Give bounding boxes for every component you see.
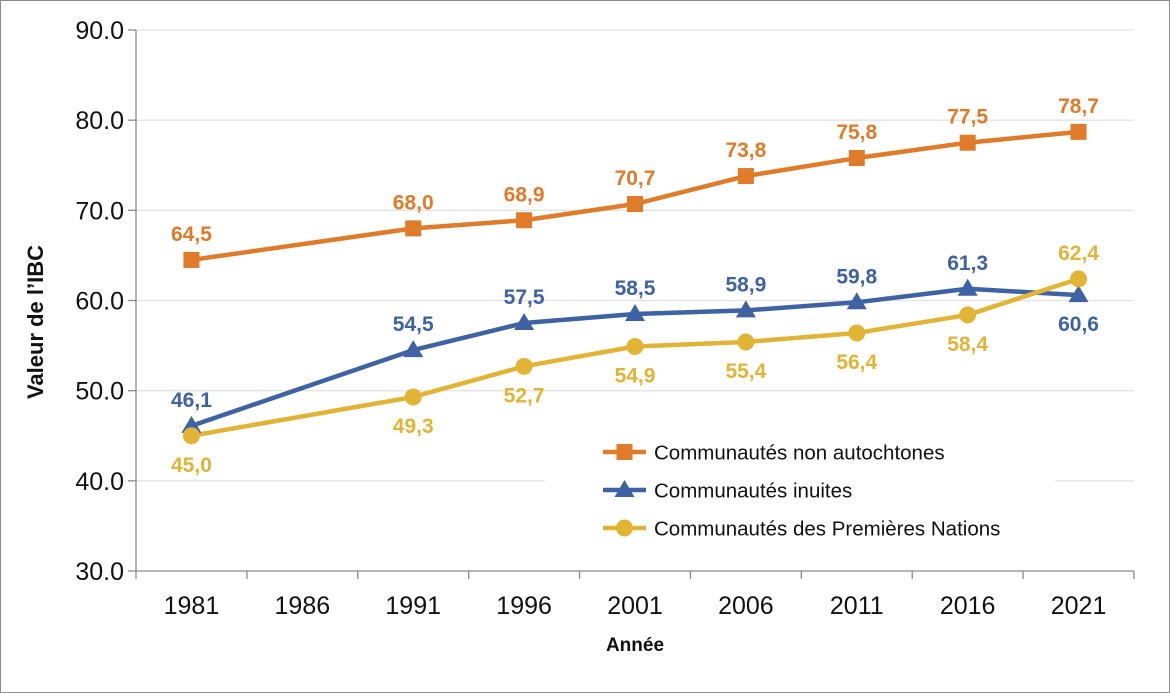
circle-marker [182, 427, 200, 445]
data-label: 57,5 [504, 286, 545, 309]
triangle-marker [1068, 285, 1089, 303]
x-tick-label: 1986 [275, 592, 331, 620]
y-tick-labels: 30.0 40.0 50.0 60.0 70.0 80.0 90.0 [75, 17, 124, 586]
triangle-marker [625, 304, 645, 322]
x-tick-label: 2016 [940, 592, 996, 620]
series-markers [181, 123, 1089, 445]
x-tick-label: 1991 [385, 592, 441, 620]
square-marker [627, 196, 643, 213]
circle-icon [616, 519, 633, 537]
y-tick-label: 90.0 [75, 17, 124, 45]
data-label: 73,8 [725, 139, 766, 162]
data-label: 68,9 [504, 183, 545, 206]
square-marker [1070, 123, 1087, 140]
square-icon [616, 444, 633, 460]
axes [128, 29, 1135, 579]
legend: Communautés non autochtones Communautés i… [545, 428, 1055, 548]
circle-marker [1070, 270, 1088, 288]
data-label: 77,5 [947, 106, 988, 129]
circle-marker [959, 306, 977, 324]
circle-marker [404, 388, 422, 406]
square-marker [405, 220, 422, 237]
triangle-icon [614, 480, 635, 497]
circle-marker [848, 324, 866, 342]
data-label: 70,7 [615, 167, 656, 190]
triangle-marker [514, 313, 535, 331]
y-tick-label: 40.0 [75, 468, 124, 496]
data-label: 64,5 [171, 223, 212, 246]
data-label: 58,5 [615, 277, 656, 300]
square-marker [848, 150, 865, 167]
circle-marker [515, 357, 533, 375]
x-tick-label: 2001 [607, 592, 663, 620]
data-label: 62,4 [1058, 242, 1099, 265]
legend-label: Communautés des Premières Nations [654, 518, 1000, 541]
legend-label: Communautés non autochtones [654, 442, 945, 465]
square-marker [959, 134, 976, 151]
y-tick-label: 60.0 [75, 288, 124, 316]
x-tick-label: 1981 [164, 592, 220, 620]
square-marker [183, 251, 200, 268]
data-label: 56,4 [836, 351, 877, 374]
data-label: 60,6 [1058, 313, 1099, 336]
y-tick-label: 30.0 [75, 558, 124, 586]
y-axis-title: Valeur de l’IBC [23, 245, 48, 399]
triangle-marker [181, 415, 202, 433]
y-tick-label: 50.0 [75, 378, 124, 406]
triangle-marker [403, 340, 424, 358]
series-line [191, 129, 1079, 263]
data-label: 54,5 [393, 313, 434, 336]
triangle-marker [846, 292, 867, 310]
triangle-marker [957, 278, 978, 296]
data-label: 46,1 [171, 389, 212, 412]
data-label: 59,8 [836, 265, 877, 288]
x-tick-label: 2011 [830, 592, 884, 620]
circle-marker [626, 337, 644, 355]
data-label: 54,9 [615, 364, 656, 387]
x-tick-label: 2006 [718, 592, 774, 620]
data-label: 68,0 [393, 191, 434, 214]
data-label: 78,7 [1058, 95, 1099, 118]
x-axis-title: Année [606, 635, 664, 656]
data-label: 75,8 [836, 121, 877, 144]
data-label: 45,0 [171, 454, 212, 477]
series-line [190, 286, 1079, 428]
x-tick-labels: 1981 1986 1991 1996 2001 2006 2011 2016 2021 [164, 592, 1107, 620]
data-label: 55,4 [725, 360, 766, 383]
series-lines [190, 129, 1080, 438]
series-line [191, 276, 1080, 438]
data-label: 52,7 [504, 384, 545, 407]
data-label: 49,3 [393, 415, 434, 438]
square-marker [737, 168, 754, 185]
x-tick-label: 2021 [1051, 592, 1107, 620]
data-label: 58,4 [947, 333, 988, 356]
circle-marker [737, 333, 755, 351]
square-marker [516, 212, 533, 229]
data-label: 61,3 [947, 252, 988, 275]
y-tick-label: 80.0 [75, 107, 124, 135]
triangle-marker [735, 300, 756, 318]
y-tick-label: 70.0 [75, 197, 124, 225]
data-labels: 64,5 68,0 68,9 70,7 73,8 75,8 77,5 78,7 46,1 54,5… [171, 95, 1099, 477]
data-label: 58,9 [725, 273, 766, 296]
legend-label: Communautés inuites [654, 480, 852, 503]
x-tick-label: 1996 [496, 592, 552, 620]
